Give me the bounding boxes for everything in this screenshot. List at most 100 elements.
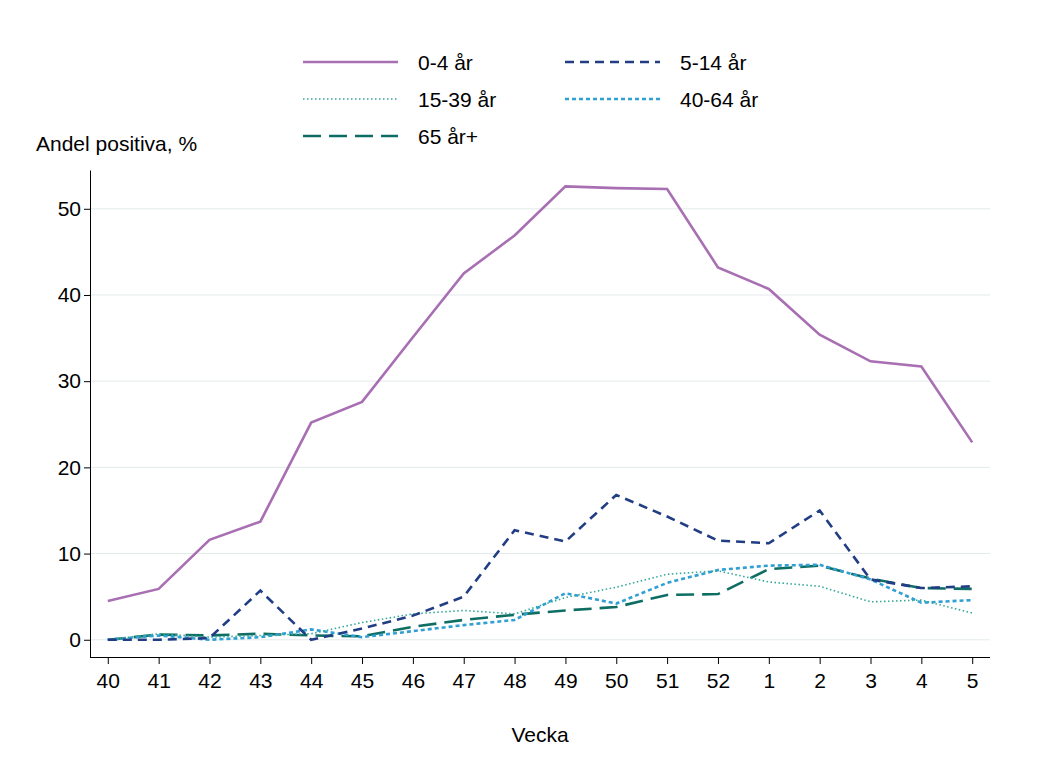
legend-label: 5-14 år <box>680 51 747 74</box>
y-tick: 40 <box>58 283 90 306</box>
x-tick: 43 <box>249 657 272 692</box>
y-tick-mark <box>84 467 90 468</box>
x-axis-title: Vecka <box>511 723 569 746</box>
x-tick-label: 40 <box>97 669 120 692</box>
x-tick-label: 48 <box>503 669 526 692</box>
x-tick-label: 45 <box>351 669 374 692</box>
y-tick: 50 <box>58 197 90 220</box>
x-tick: 2 <box>814 657 826 692</box>
legend-label: 65 år+ <box>418 125 478 148</box>
y-tick-label: 50 <box>58 197 81 220</box>
x-tick: 47 <box>453 657 476 692</box>
lines <box>108 186 972 639</box>
x-tick: 42 <box>198 657 221 692</box>
x-tick: 51 <box>656 657 679 692</box>
x-tick-mark <box>616 657 617 664</box>
x-axis-line <box>90 657 990 658</box>
x-tick-mark <box>311 657 312 664</box>
x-tick-mark <box>667 657 668 664</box>
legend-entry: 5-14 år <box>565 51 747 74</box>
grid-line <box>90 553 990 554</box>
y-axis-line <box>90 171 91 658</box>
x-tick-label: 43 <box>249 669 272 692</box>
series-line <box>108 571 972 640</box>
legend-entry: 65 år+ <box>303 125 478 148</box>
x-tick-mark <box>108 657 109 664</box>
x-tick: 1 <box>763 657 775 692</box>
x-tick-mark <box>972 657 973 664</box>
y-tick-label: 40 <box>58 283 81 306</box>
x-tick-label: 47 <box>453 669 476 692</box>
grid-line <box>90 294 990 295</box>
series-line <box>108 186 972 601</box>
chart: 0102030405040414243444546474849505152123… <box>0 0 1057 769</box>
x-tick-mark <box>464 657 465 664</box>
y-tick-mark <box>84 640 90 641</box>
x-tick-mark <box>159 657 160 664</box>
y-tick-mark <box>84 381 90 382</box>
y-tick-label: 30 <box>58 369 81 392</box>
legend-swatch <box>303 135 398 138</box>
x-tick-mark <box>921 657 922 664</box>
y-tick-label: 0 <box>69 628 81 651</box>
y-tick: 20 <box>58 456 90 479</box>
grid <box>90 209 990 640</box>
x-tick-label: 1 <box>763 669 775 692</box>
grid-line <box>90 639 990 640</box>
y-tick-label: 10 <box>58 542 81 565</box>
x-tick: 49 <box>554 657 577 692</box>
x-tick: 4 <box>916 657 928 692</box>
x-tick-label: 50 <box>605 669 628 692</box>
x-tick-label: 2 <box>814 669 826 692</box>
y-tick-label: 20 <box>58 456 81 479</box>
x-tick-label: 51 <box>656 669 679 692</box>
legend-label: 15-39 år <box>418 88 496 111</box>
x-tick: 41 <box>147 657 170 692</box>
legend-swatch <box>303 61 398 64</box>
y-tick: 10 <box>58 542 90 565</box>
x-tick-label: 4 <box>916 669 928 692</box>
legend-entry: 0-4 år <box>303 51 473 74</box>
legend-entry: 40-64 år <box>565 88 758 111</box>
x-tick-mark <box>769 657 770 664</box>
x-tick-mark <box>718 657 719 664</box>
x-tick: 44 <box>300 657 324 692</box>
x-tick: 52 <box>707 657 730 692</box>
y-axis: 0 10 20 30 40 50 <box>58 171 91 658</box>
x-tick-label: 52 <box>707 669 730 692</box>
legend-swatch <box>565 98 660 101</box>
x-tick-label: 41 <box>147 669 170 692</box>
x-tick: 45 <box>351 657 374 692</box>
x-tick: 46 <box>402 657 425 692</box>
legend: 0-4 år 5-14 år 15-39 år 40-64 år 65 år+ <box>303 51 758 148</box>
x-tick-mark <box>209 657 210 664</box>
x-tick-mark <box>871 657 872 664</box>
x-tick-mark <box>413 657 414 664</box>
x-tick: 40 <box>97 657 120 692</box>
x-tick-label: 44 <box>300 669 324 692</box>
series-line <box>108 566 972 640</box>
legend-label: 40-64 år <box>680 88 758 111</box>
y-tick: 30 <box>58 369 90 392</box>
series-line <box>108 495 972 640</box>
grid-line <box>90 467 990 468</box>
x-tick: 50 <box>605 657 628 692</box>
x-tick: 5 <box>967 657 979 692</box>
x-tick-mark <box>515 657 516 664</box>
grid-line <box>90 381 990 382</box>
y-axis-title: Andel positiva, % <box>36 132 197 155</box>
legend-entry: 15-39 år <box>303 88 496 111</box>
x-tick-mark <box>565 657 566 664</box>
x-tick-mark <box>362 657 363 664</box>
legend-swatch <box>565 61 660 64</box>
y-tick-mark <box>84 209 90 210</box>
x-axis: 4041424344454647484950515212345 <box>90 657 990 692</box>
x-tick: 3 <box>865 657 877 692</box>
y-tick-mark <box>84 295 90 296</box>
x-tick-mark <box>820 657 821 664</box>
legend-label: 0-4 år <box>418 51 473 74</box>
x-tick-mark <box>260 657 261 664</box>
x-tick-label: 49 <box>554 669 577 692</box>
x-tick: 48 <box>503 657 526 692</box>
legend-swatch <box>303 98 398 100</box>
